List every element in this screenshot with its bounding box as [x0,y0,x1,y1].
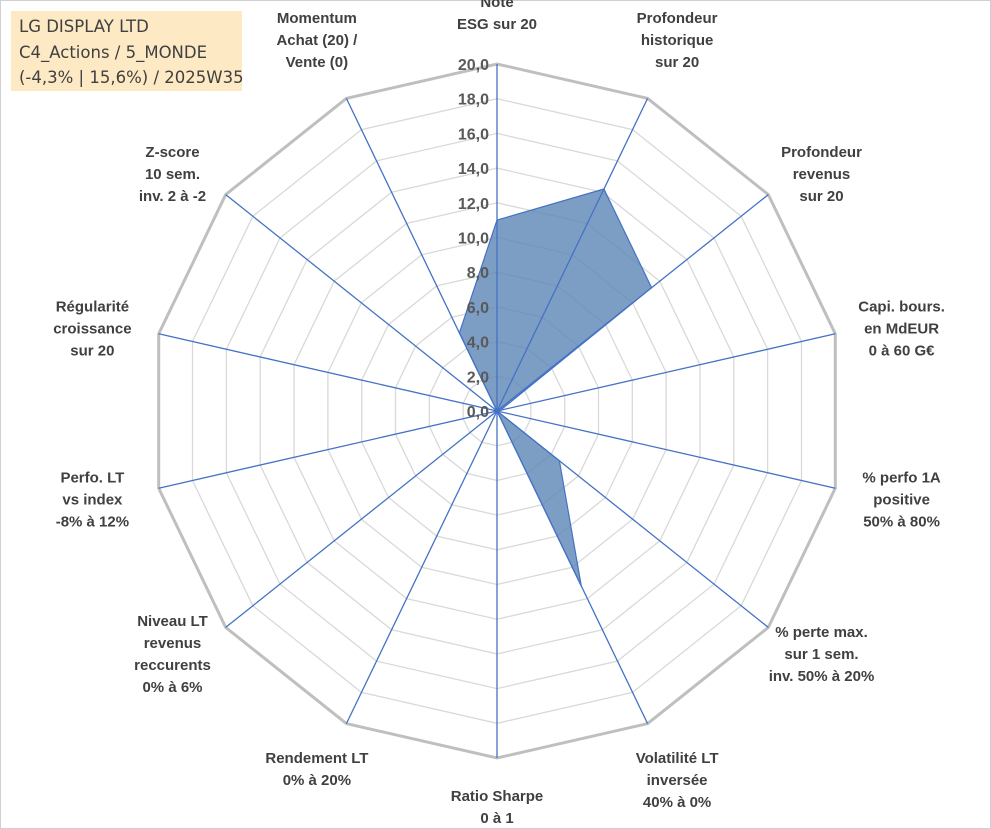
spoke [496,333,836,412]
axis-label: Rendement LT [265,750,368,767]
spoke [496,410,836,489]
axis-label: Achat (20) / [276,32,358,49]
info-range-week: (-4,3% | 15,6%) / 2025W35 [19,68,244,87]
spoke [225,194,498,412]
tick-label: 2,0 [467,369,489,386]
spoke [496,410,649,724]
axis-label: Momentum [277,10,357,27]
axis-label: Z-score [145,144,199,161]
spoke [496,98,649,412]
axis-label: 0% à 6% [142,679,202,696]
spoke [158,410,498,489]
tick-label: 6,0 [467,300,489,317]
axis-label: Ratio Sharpe [451,788,544,805]
tick-label: 4,0 [467,335,489,352]
axis-label: 10 sem. [145,166,200,183]
axis-label: inv. 2 à -2 [139,188,206,205]
spoke [158,333,498,412]
axis-label: 40% à 0% [643,794,711,811]
spoke [496,194,769,412]
axis-label: Perfo. LT [60,470,124,487]
axis-label: Profondeur [781,144,862,161]
axis-label: positive [873,492,930,509]
axis-label: % perte max. [775,624,868,641]
tick-label: 20,0 [458,57,489,74]
radar-spokes [158,64,836,758]
axis-label: ESG sur 20 [457,16,537,33]
tick-label: 14,0 [458,161,489,178]
axis-label: Profondeur [637,10,718,27]
spoke [496,410,769,628]
axis-label: reccurents [134,657,211,674]
axis-label: Volatilité LT [636,750,719,767]
axis-label: historique [641,32,714,49]
tick-label: 10,0 [458,231,489,248]
axis-label: vs index [62,492,123,509]
axis-label: 50% à 80% [863,514,940,531]
axis-label: 0 à 1 [480,810,513,827]
spoke [345,410,498,724]
axis-label: -8% à 12% [56,514,129,531]
axis-label: Vente (0) [286,54,349,71]
axis-label: en MdEUR [864,320,939,337]
axis-label: Note [480,0,513,11]
info-company-name: LG DISPLAY LTD [19,17,149,36]
axis-label: Capi. bours. [858,298,945,315]
axis-label: inversée [647,772,708,789]
spoke [345,98,498,412]
axis-label: 0 à 60 G€ [869,342,936,359]
axis-label: sur 1 sem. [784,646,858,663]
axis-label: Régularité [56,298,129,315]
spoke [225,410,498,628]
axis-label: croissance [53,320,131,337]
axis-label: revenus [793,166,851,183]
radar-axis-labels: Note ESG sur 20 Profondeur historique sur 20… [53,0,945,827]
tick-label: 18,0 [458,92,489,109]
info-category: C4_Actions / 5_MONDE [19,43,208,62]
tick-label: 0,0 [467,404,489,421]
info-box: LG DISPLAY LTD C4_Actions / 5_MONDE (-4,… [11,11,244,91]
axis-label: % perfo 1A [862,470,941,487]
tick-label: 8,0 [467,265,489,282]
axis-label: sur 20 [70,342,114,359]
axis-label: inv. 50% à 20% [769,668,875,685]
tick-label: 16,0 [458,126,489,143]
axis-label: sur 20 [799,188,843,205]
axis-label: sur 20 [655,54,699,71]
tick-label: 12,0 [458,196,489,213]
axis-label: revenus [144,635,202,652]
axis-label: 0% à 20% [283,772,351,789]
axis-label: Niveau LT [137,613,208,630]
radar-tick-labels: 0,0 2,0 4,0 6,0 8,0 10,0 12,0 14,0 16,0 18,0 20,0 [458,57,489,421]
